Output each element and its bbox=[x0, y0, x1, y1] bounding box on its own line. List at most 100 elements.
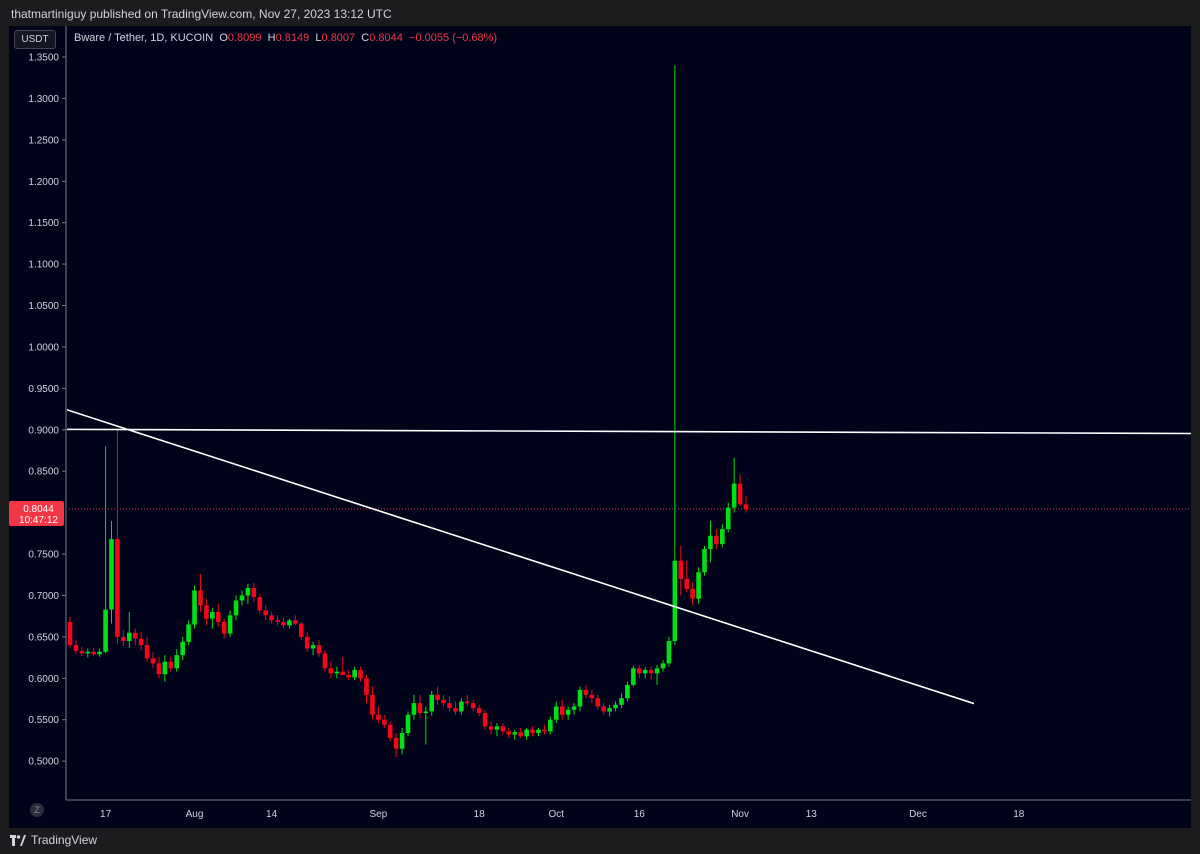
chart-background bbox=[9, 26, 1191, 828]
candle-body bbox=[607, 708, 612, 712]
price-tag-value: 0.8044 bbox=[23, 504, 54, 515]
candle-body bbox=[506, 731, 512, 735]
candle-body bbox=[720, 529, 725, 545]
candle-body bbox=[696, 572, 701, 599]
tradingview-icon bbox=[10, 834, 26, 846]
candle-body bbox=[376, 714, 381, 720]
timezone-button[interactable]: Z bbox=[30, 803, 44, 817]
candle-body bbox=[340, 671, 346, 675]
candle-body bbox=[678, 560, 684, 579]
candle-body bbox=[459, 701, 464, 712]
y-tick-label: 0.9500 bbox=[28, 384, 59, 395]
candle-body bbox=[168, 661, 174, 669]
candle-body bbox=[666, 641, 672, 664]
y-tick-label: 0.6500 bbox=[28, 632, 59, 643]
candle-body bbox=[304, 636, 310, 649]
candle-body bbox=[660, 663, 666, 669]
y-tick-label: 0.7500 bbox=[28, 550, 59, 561]
candle-body bbox=[287, 620, 292, 626]
candle-body bbox=[221, 621, 227, 634]
x-tick-label: Aug bbox=[186, 809, 204, 820]
candle-body bbox=[381, 719, 387, 725]
candlestick-chart[interactable]: 1.3500 1.3000 1.2500 1.2000 1.1500 1.1000 1.05… bbox=[9, 26, 1191, 828]
x-tick-label: Nov bbox=[731, 809, 749, 820]
candle-body bbox=[654, 668, 660, 674]
price-tag-box bbox=[9, 500, 64, 526]
candle-body bbox=[642, 670, 648, 674]
candle-body bbox=[601, 706, 606, 712]
candle-body bbox=[423, 711, 429, 714]
footer-bar: TradingView bbox=[0, 828, 1200, 854]
y-tick-label: 1.0500 bbox=[28, 301, 59, 312]
open-value: 0.8099 bbox=[227, 32, 262, 44]
x-tick-label: 18 bbox=[474, 809, 486, 820]
candle-body bbox=[636, 668, 642, 674]
candle-body bbox=[672, 560, 678, 642]
candle-body bbox=[67, 621, 73, 646]
candle-body bbox=[577, 689, 583, 707]
low-value: 0.8007 bbox=[321, 32, 356, 44]
candle-body bbox=[210, 612, 215, 619]
candle-body bbox=[328, 668, 334, 674]
candle-body bbox=[548, 719, 553, 732]
candle-body bbox=[429, 694, 435, 712]
candle-body bbox=[79, 650, 85, 654]
y-tick-label: 1.1000 bbox=[28, 260, 59, 271]
candle-body bbox=[494, 726, 500, 730]
candle-body bbox=[121, 636, 126, 642]
candle-body bbox=[358, 670, 363, 679]
candle-body bbox=[387, 724, 393, 738]
candle-body bbox=[316, 645, 322, 654]
candle-body bbox=[684, 578, 690, 589]
candle-body bbox=[138, 638, 144, 646]
close-label: C bbox=[361, 32, 370, 44]
candle-body bbox=[731, 483, 737, 508]
candle-body bbox=[542, 729, 547, 732]
candle-body bbox=[559, 706, 565, 715]
y-tick-label: 0.5000 bbox=[28, 757, 59, 768]
candle-body bbox=[144, 645, 150, 659]
candle-body bbox=[97, 651, 102, 655]
y-tick-label: 0.8500 bbox=[28, 467, 59, 478]
candle-body bbox=[127, 632, 132, 642]
symbol-name: Bware / Tether, 1D, KUCOIN bbox=[74, 32, 214, 44]
candle-body bbox=[293, 620, 298, 624]
y-tick-label: 0.9000 bbox=[28, 425, 59, 436]
candle-body bbox=[257, 597, 263, 611]
candle-body bbox=[625, 684, 630, 699]
candle-body bbox=[737, 483, 743, 505]
x-tick-label: 18 bbox=[1013, 809, 1025, 820]
candle-body bbox=[227, 615, 233, 634]
candle-body bbox=[233, 600, 239, 616]
x-tick-label: 16 bbox=[634, 809, 646, 820]
candle-body bbox=[417, 703, 423, 714]
candle-body bbox=[334, 671, 340, 674]
candle-body bbox=[405, 714, 411, 733]
low-label: L bbox=[315, 32, 322, 44]
candle-body bbox=[648, 670, 654, 674]
candle-body bbox=[364, 678, 369, 695]
candle-body bbox=[115, 539, 120, 637]
y-tick-label: 1.3500 bbox=[28, 53, 59, 64]
candle-body bbox=[482, 713, 488, 727]
candle-body bbox=[530, 729, 535, 733]
high-value: 0.8149 bbox=[275, 32, 310, 44]
change-value: −0.0055 (−0.68%) bbox=[409, 32, 498, 44]
candle-body bbox=[465, 701, 470, 704]
x-tick-label: 14 bbox=[266, 809, 278, 820]
currency-button[interactable]: USDT bbox=[14, 30, 56, 49]
tradingview-logo[interactable]: TradingView bbox=[10, 833, 97, 847]
candle-body bbox=[476, 708, 482, 714]
candle-body bbox=[186, 624, 191, 642]
candle-body bbox=[180, 641, 185, 656]
publisher-text: thatmartiniguy published on TradingView.… bbox=[11, 7, 392, 21]
candle-body bbox=[565, 709, 571, 715]
candle-body bbox=[500, 726, 506, 732]
candle-body bbox=[352, 670, 357, 678]
candle-body bbox=[85, 651, 91, 654]
candle-body bbox=[346, 674, 352, 678]
candle-body bbox=[310, 645, 316, 649]
candle-body bbox=[553, 706, 559, 720]
candle-body bbox=[435, 694, 440, 700]
candle-body bbox=[631, 668, 636, 685]
